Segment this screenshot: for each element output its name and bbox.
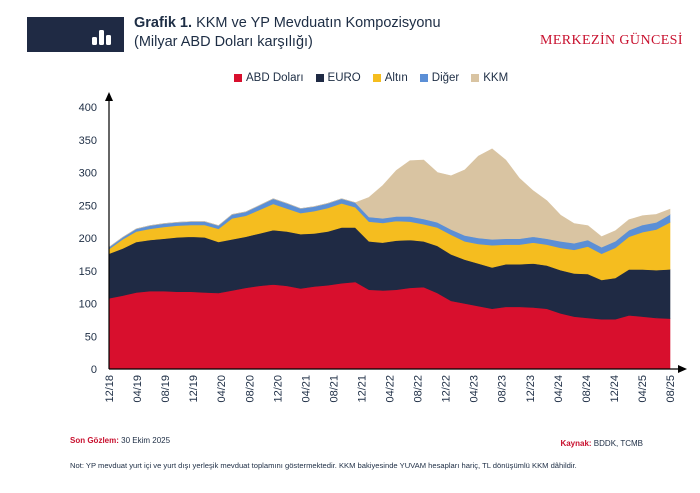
brand-name: MERKEZİN GÜNCESİ — [540, 33, 683, 48]
y-tick-label: 50 — [85, 331, 97, 343]
chart-subtitle: (Milyar ABD Doları karşılığı) — [134, 34, 313, 50]
chart-title-text: KKM ve YP Mevduatın Kompozisyonu — [196, 15, 441, 31]
y-tick-label: 150 — [79, 266, 97, 278]
x-tick-label: 12/22 — [441, 375, 453, 403]
x-tick-label: 04/19 — [132, 375, 144, 403]
last-observation: Son Gözlem: 30 Ekim 2025 — [70, 436, 170, 445]
legend-label-usd: ABD Doları — [246, 72, 304, 84]
header-logo-box — [27, 17, 124, 52]
x-tick-label: 04/21 — [300, 375, 312, 403]
legend-item-gold: Altın — [372, 70, 408, 86]
x-tick-label: 12/21 — [356, 375, 368, 403]
y-tick-label: 300 — [79, 168, 97, 180]
y-tick-label: 250 — [79, 200, 97, 212]
y-tick-label: 350 — [79, 135, 97, 147]
x-tick-label: 08/20 — [244, 375, 256, 403]
y-tick-label: 0 — [91, 364, 97, 376]
source-label: Kaynak: — [560, 439, 592, 448]
x-tick-label: 12/18 — [104, 375, 116, 403]
legend-label-euro: EURO — [327, 72, 361, 84]
y-tick-label: 100 — [79, 299, 97, 311]
x-tick-label: 04/20 — [216, 375, 228, 403]
x-tick-label: 04/24 — [553, 375, 565, 403]
y-tick-label: 400 — [79, 102, 97, 114]
areas-group — [108, 148, 671, 370]
legend-swatch-usd — [234, 74, 242, 82]
x-tick-label: 08/24 — [581, 375, 593, 403]
legend-item-usd: ABD Doları — [234, 70, 304, 86]
x-tick-label: 08/25 — [665, 375, 677, 403]
x-tick-label: 12/23 — [525, 375, 537, 403]
last-observation-value: 30 Ekim 2025 — [121, 436, 171, 445]
x-tick-label: 04/23 — [469, 375, 481, 403]
legend-swatch-gold — [372, 74, 381, 82]
legend-label-gold: Altın — [384, 72, 408, 84]
x-tick-label: 08/22 — [413, 375, 425, 403]
legend-label-other: Diğer — [431, 72, 460, 84]
legend-swatch-kkm — [471, 74, 480, 82]
area-series-kkm — [108, 148, 671, 248]
chart-title-bold: Grafik 1. — [134, 15, 193, 31]
x-tick-label: 04/22 — [385, 375, 397, 403]
legend-item-euro: EURO — [315, 70, 361, 86]
legend-label-kkm: KKM — [483, 72, 509, 84]
legend: ABD Doları EURO Altın Diğer KKM — [234, 70, 508, 86]
y-tick-label: 200 — [79, 233, 97, 245]
axes-group — [105, 92, 687, 373]
chart-title: Grafik 1. KKM ve YP Mevduatın Kompozisyo… — [134, 15, 441, 31]
legend-swatch-other — [419, 74, 428, 82]
legend-swatch-euro — [315, 74, 324, 82]
stacked-area-chart: 0 50 100 150 200 250 300 350 400 12/18 04/19 08/19… — [79, 92, 687, 403]
x-tick-label: 08/21 — [328, 375, 340, 403]
footnote: Not: YP mevduat yurt içi ve yurt dışı ye… — [70, 461, 577, 470]
x-tick-labels: 12/18 04/19 08/19 12/19 04/20 08/20 12/20 04/21… — [104, 375, 677, 403]
source-value: BDDK, TCMB — [593, 439, 643, 448]
y-tick-labels: 0 50 100 150 200 250 300 350 400 — [79, 102, 97, 376]
x-tick-label: 12/24 — [609, 375, 621, 403]
x-tick-label: 08/23 — [497, 375, 509, 403]
legend-item-kkm: KKM — [471, 70, 508, 86]
last-observation-label: Son Gözlem: — [70, 436, 119, 445]
legend-item-other: Diğer — [419, 70, 460, 86]
bar-chart-icon — [92, 30, 111, 45]
x-tick-label: 12/19 — [188, 375, 200, 403]
source: Kaynak: BDDK, TCMB — [560, 439, 643, 448]
y-axis-arrow-icon — [105, 92, 113, 101]
x-axis-arrow-icon — [678, 365, 687, 373]
x-tick-label: 04/25 — [637, 375, 649, 403]
x-tick-label: 12/20 — [272, 375, 284, 403]
x-tick-label: 08/19 — [160, 375, 172, 403]
